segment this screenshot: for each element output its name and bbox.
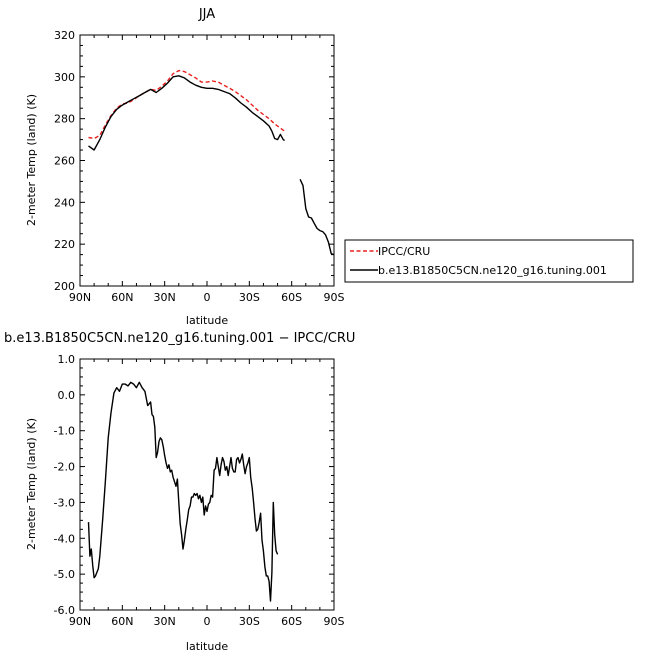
y-tick-label: 200 [54,280,75,293]
top-y-axis-label: 2-meter Temp (land) (K) [25,94,38,226]
x-tick-label: 90S [324,615,345,628]
top-panel-title: JJA [198,7,215,22]
y-tick-label: 260 [54,155,75,168]
x-tick-label: 0 [204,615,211,628]
y-tick-label: -2.0 [54,461,75,474]
bottom-series-lines [87,381,279,602]
x-tick-label: 0 [204,291,211,304]
x-tick-label: 30S [239,615,260,628]
legend-label-model: b.e13.B1850C5CN.ne120_g16.tuning.001 [378,264,607,277]
x-tick-label: 60N [111,291,133,304]
x-tick-label: 60S [281,291,302,304]
bottom-y-axis-label: 2-meter Temp (land) (K) [25,418,38,550]
x-tick-label: 60S [281,615,302,628]
bottom-panel-title: b.e13.B1850C5CN.ne120_g16.tuning.001 − I… [4,331,355,346]
y-tick-label: 0.0 [58,389,76,402]
x-tick-label: 90S [324,291,345,304]
y-tick-label: 1.0 [58,353,76,366]
y-tick-label: -4.0 [54,532,75,545]
top-series-lines [88,69,335,256]
x-tick-label: 30S [239,291,260,304]
x-tick-label: 90N [69,615,91,628]
y-tick-label: 300 [54,71,75,84]
y-tick-label: 220 [54,238,75,251]
x-tick-label: 60N [111,615,133,628]
legend-label-ipcc: IPCC/CRU [378,245,430,258]
y-tick-label: 240 [54,196,75,209]
bottom-panel: b.e13.B1850C5CN.ne120_g16.tuning.001 − I… [4,331,355,653]
top-plot-frame [79,34,335,287]
y-tick-label: -5.0 [54,568,75,581]
y-tick-label: 280 [54,113,75,126]
series-line-ipcc-cru [88,69,286,140]
x-tick-label: 90N [69,291,91,304]
bottom-plot-frame [79,358,335,611]
series-line-b-e13-b1850c5cn-ne120-g16-tuning-001 [299,179,335,256]
top-panel: JJA 90N 60N 30N 0 30S 60S 90S 200 220 240 260 280 30… [25,7,634,327]
y-tick-label: -3.0 [54,496,75,509]
legend: IPCC/CRU b.e13.B1850C5CN.ne120_g16.tunin… [344,239,634,283]
y-tick-label: 320 [54,29,75,42]
y-tick-label: -6.0 [54,604,75,617]
bottom-x-axis-label: latitude [186,640,228,653]
x-tick-label: 30N [154,615,176,628]
series-line-b-e13-b1850c5cn-ne120-g16-tuning-001 [88,75,286,151]
legend-box [344,239,634,283]
top-x-axis-label: latitude [186,314,228,327]
top-axis-ticks: 90N 60N 30N 0 30S 60S 90S 200 220 240 260 280 300 320 [54,29,345,304]
x-tick-label: 30N [154,291,176,304]
y-tick-label: -1.0 [54,425,75,438]
bottom-axis-ticks: 90N 60N 30N 0 30S 60S 90S -6.0 -5.0 -4.0 -3.0 -2.0 -… [54,353,345,628]
series-line-difference [87,381,279,602]
